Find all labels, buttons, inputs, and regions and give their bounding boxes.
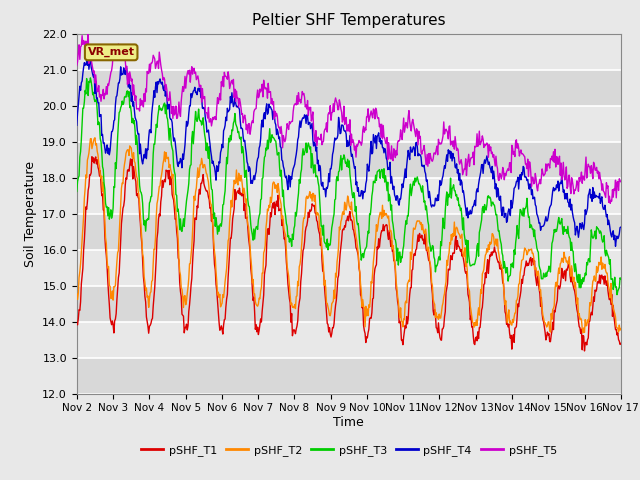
Bar xyxy=(77,178,621,214)
Bar xyxy=(77,106,621,142)
Bar xyxy=(77,142,621,178)
Title: Peltier SHF Temperatures: Peltier SHF Temperatures xyxy=(252,13,445,28)
Bar xyxy=(77,214,621,250)
Y-axis label: Soil Temperature: Soil Temperature xyxy=(24,161,36,266)
Bar xyxy=(77,250,621,286)
Bar xyxy=(77,70,621,106)
X-axis label: Time: Time xyxy=(333,416,364,429)
Legend: pSHF_T1, pSHF_T2, pSHF_T3, pSHF_T4, pSHF_T5: pSHF_T1, pSHF_T2, pSHF_T3, pSHF_T4, pSHF… xyxy=(136,440,561,460)
Bar xyxy=(77,358,621,394)
Bar xyxy=(77,286,621,322)
Bar xyxy=(77,322,621,358)
Bar xyxy=(77,34,621,70)
Text: VR_met: VR_met xyxy=(88,47,134,58)
